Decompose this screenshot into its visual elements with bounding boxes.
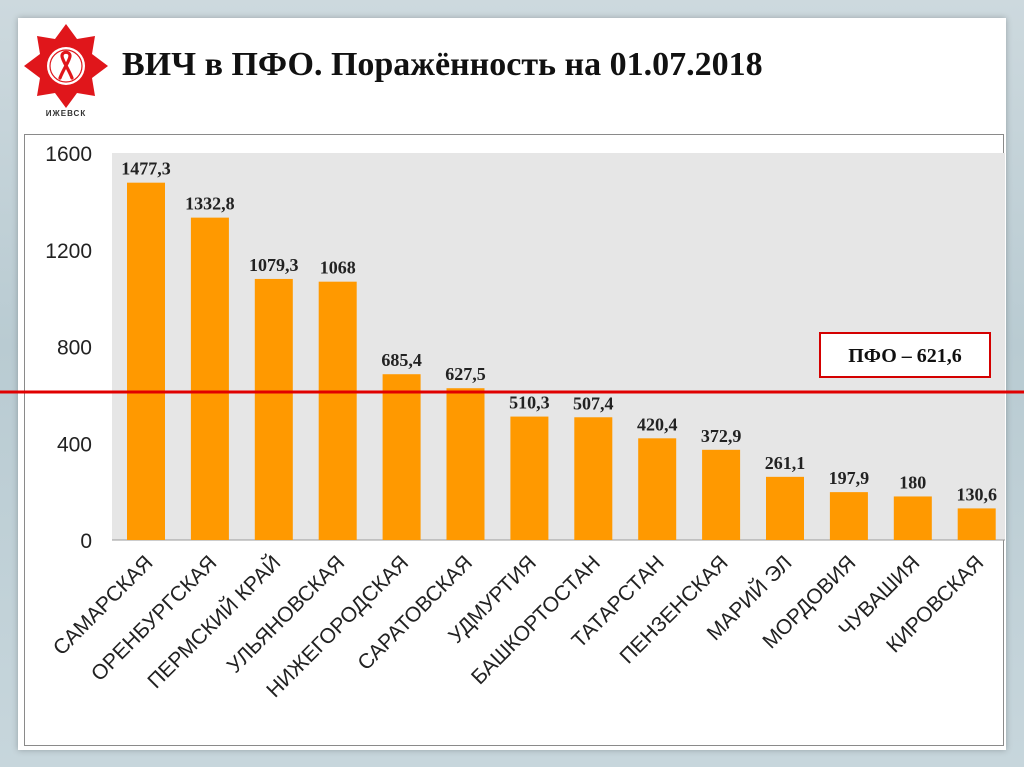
bar [957,508,996,540]
y-tick-label: 0 [80,530,92,553]
y-tick-label: 800 [57,337,92,360]
y-tick-label: 400 [57,433,92,456]
bar [318,281,357,540]
logo: ИЖЕВСК [18,18,114,122]
reference-label: ПФО – 621,6 [848,345,962,367]
data-label: 420,4 [637,414,678,434]
data-label: 261,1 [765,453,806,473]
logo-caption: ИЖЕВСК [45,109,87,118]
bar [382,374,421,540]
data-label: 1332,8 [185,194,235,214]
bar [702,449,741,540]
bar [829,492,868,540]
y-tick-label: 1600 [45,143,92,166]
data-label: 197,9 [829,468,870,488]
data-label: 1068 [320,258,356,278]
bar [766,476,804,540]
x-tick-label: ПЕНЗЕНСКАЯ [615,551,732,668]
data-label: 507,4 [573,393,614,413]
bar [510,416,549,540]
aids-ribbon-star-icon [24,24,108,108]
data-label: 130,6 [956,484,997,504]
data-label: 685,4 [381,350,422,370]
y-tick-label: 1200 [45,240,92,263]
bar [893,496,932,540]
reference-label-box [819,332,991,378]
data-label: 372,9 [701,426,742,446]
data-label: 1079,3 [249,255,299,275]
x-tick-label: САРАТОВСКАЯ [353,551,477,675]
x-tick-label: УЛЬЯНОВСКАЯ [223,551,349,677]
bar [254,278,293,540]
bar [638,438,677,540]
data-label: 627,5 [445,364,486,384]
data-label: 510,3 [509,393,550,413]
bar [127,182,165,540]
data-label: 180 [899,472,926,492]
data-label: 1477,3 [121,159,171,179]
slide-title: ВИЧ в ПФО. Поражённость на 01.07.2018 [122,46,763,83]
bar [574,417,613,540]
bar [446,388,485,540]
bar [190,217,229,540]
